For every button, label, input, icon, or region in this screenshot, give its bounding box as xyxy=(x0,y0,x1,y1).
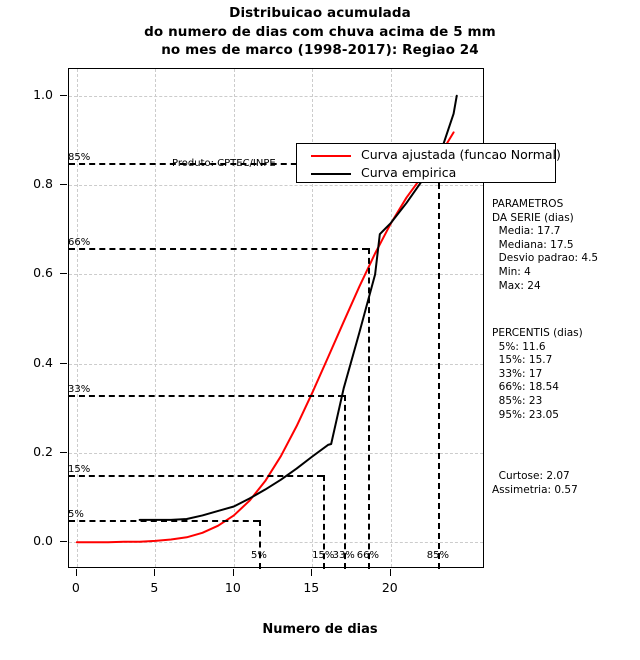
percentile-vline-33pct xyxy=(343,394,346,569)
chart-title: Distribuicao acumulada do numero de dias… xyxy=(0,4,640,60)
gridline-vertical xyxy=(390,69,392,567)
percentile-vline-15pct xyxy=(323,475,326,569)
credit-label: Produto: CPTEC/INPE xyxy=(172,158,276,169)
chart-title-line3: no mes de marco (1998-2017): Regiao 24 xyxy=(161,42,479,58)
y-axis-tick xyxy=(60,184,67,186)
y-axis-tick xyxy=(60,451,67,453)
percentile-y-label: 15% xyxy=(68,464,91,476)
curve-layer xyxy=(75,94,458,544)
percentile-x-label: 5% xyxy=(251,550,267,561)
x-axis-tick xyxy=(75,569,77,576)
chart-title-line2: do numero de dias com chuva acima de 5 m… xyxy=(144,23,496,40)
x-axis-tick-label: 0 xyxy=(71,580,80,595)
side-moments-block: Curtose: 2.07 Assimetria: 0.57 xyxy=(492,470,578,496)
y-axis-tick-label: 0.2 xyxy=(33,443,53,459)
legend-swatch-line xyxy=(311,173,351,175)
y-axis-tick-label: 0.0 xyxy=(33,533,53,549)
gridline-horizontal xyxy=(69,185,483,187)
y-axis-tick xyxy=(60,94,67,96)
y-axis-tick xyxy=(60,362,67,364)
chart-title-line1: Distribuicao acumulada xyxy=(229,5,411,21)
x-axis-tick-label: 5 xyxy=(150,580,159,595)
percentile-x-label: 33% xyxy=(332,550,355,561)
y-axis-tick xyxy=(60,541,67,543)
gridline-horizontal xyxy=(69,363,483,365)
x-axis-tick xyxy=(311,569,313,576)
side-percentis-block: PERCENTIS (dias) 5%: 11.6 15%: 15.7 33%:… xyxy=(492,327,583,421)
gridline-vertical xyxy=(76,69,78,567)
gridline-horizontal xyxy=(69,274,483,276)
x-axis-tick xyxy=(389,569,391,576)
legend-item-label: Curva empirica xyxy=(361,165,457,180)
legend-item: Curva ajustada (funcao Normal) xyxy=(297,146,561,164)
gridline-horizontal xyxy=(69,95,483,97)
legend-item: Curva empirica xyxy=(297,164,555,182)
gridline-horizontal xyxy=(69,452,483,454)
plot-area: 5% 15% 33% 66% 85% 5% 15% 33% 66% 85% Produto: C… xyxy=(68,68,561,569)
percentile-vline-5pct xyxy=(258,519,261,569)
legend: Curva ajustada (funcao Normal) Curva empi… xyxy=(296,143,561,183)
x-axis-tick-label: 10 xyxy=(224,580,241,595)
percentile-x-label: 85% xyxy=(426,550,449,561)
legend-swatch-line xyxy=(311,155,351,157)
percentile-vline-85pct xyxy=(437,162,440,569)
gridline-vertical xyxy=(233,69,235,567)
x-axis-label: Numero de dias xyxy=(262,622,378,637)
y-axis-tick-label: 1.0 xyxy=(33,86,53,102)
percentile-vline-66pct xyxy=(367,247,370,569)
percentile-hline-66pct xyxy=(69,247,368,250)
percentile-y-label: 33% xyxy=(68,383,91,395)
percentile-y-label: 85% xyxy=(68,151,91,163)
gridline-vertical xyxy=(312,69,314,567)
y-axis-tick-label: 0.4 xyxy=(33,354,53,370)
side-parameters-block: PARAMETROS DA SERIE (dias) Media: 17.7 M… xyxy=(492,198,599,292)
y-axis-tick-label: 0.6 xyxy=(33,265,53,281)
percentile-y-label: 66% xyxy=(68,236,91,248)
percentile-hline-33pct xyxy=(69,394,344,397)
y-axis-tick-label: 0.8 xyxy=(33,176,53,192)
x-axis-tick-label: 20 xyxy=(381,580,398,595)
x-axis-tick-label: 15 xyxy=(303,580,320,595)
percentile-hline-85pct xyxy=(69,162,438,165)
gridline-vertical xyxy=(155,69,157,567)
x-axis-tick xyxy=(154,569,156,576)
percentile-hline-5pct xyxy=(69,519,259,522)
percentile-x-label: 66% xyxy=(356,550,379,561)
legend-item-label: Curva ajustada (funcao Normal) xyxy=(361,147,561,162)
x-axis-tick xyxy=(232,569,234,576)
percentile-x-label: 15% xyxy=(312,550,335,561)
gridline-horizontal xyxy=(69,542,483,544)
y-axis-tick xyxy=(60,273,67,275)
curve-empirical xyxy=(138,94,458,521)
percentile-y-label: 5% xyxy=(68,508,84,520)
percentile-hline-15pct xyxy=(69,475,324,478)
curve-fitted xyxy=(75,131,455,544)
